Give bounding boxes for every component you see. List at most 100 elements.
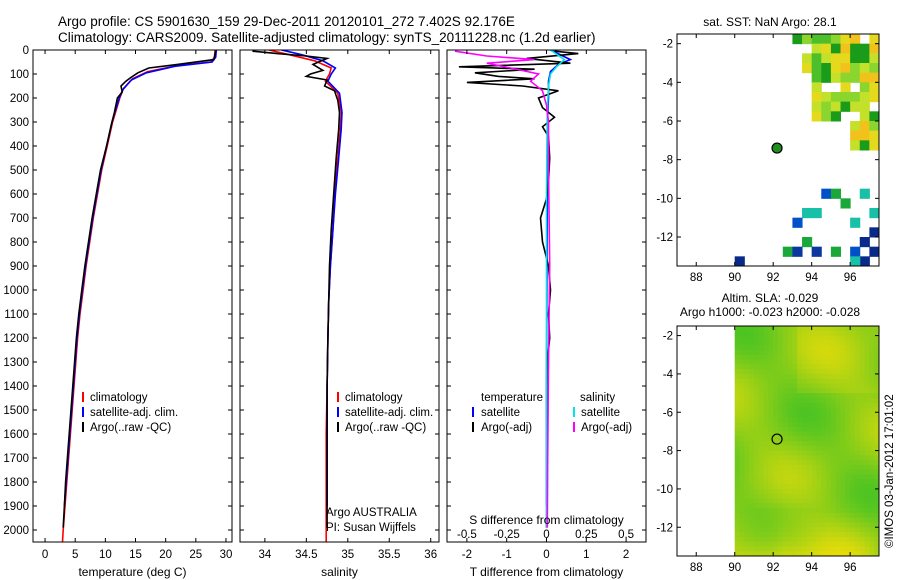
- depth-tick-label: 1500: [3, 405, 29, 417]
- map-lat-tick: -8: [663, 155, 673, 167]
- argo-pi-label: PI: Susan Wijffels: [326, 522, 416, 534]
- sst-map-panel: sat. SST: NaN Argo: 28.1 88 90 92 94 96 -2 -4 -…: [656, 15, 880, 284]
- legend-entry: Argo(..raw -QC): [345, 422, 426, 434]
- sla-map-title-1: Altim. SLA: -0.029: [722, 291, 819, 305]
- temperature-xtick-label: 15: [129, 549, 142, 561]
- difference-panel: -2 -1 0 1 2 T difference from climatology temp…: [446, 49, 647, 579]
- sla_map-field: [734, 326, 879, 556]
- depth-tick-label: 400: [10, 141, 29, 153]
- temperature-xtick-label: 20: [159, 549, 172, 561]
- temperature-xtick-label: 30: [220, 549, 233, 561]
- map-lat-tick: -6: [663, 116, 673, 128]
- temperature-xtick-label: 25: [189, 549, 202, 561]
- map-lon-tick: 88: [690, 562, 703, 574]
- salinity-xtick-label: 34: [258, 549, 271, 561]
- sla-map-panel: Altim. SLA: -0.029 Argo h1000: -0.023 h2…: [656, 291, 880, 574]
- salinity-xtick-label: 35: [341, 549, 354, 561]
- legend-header-salinity: salinity: [580, 392, 615, 404]
- map-lon-tick: 94: [805, 562, 818, 574]
- salinity-diff-tick: -0.5: [457, 529, 477, 541]
- difference-xtick-label: -1: [502, 549, 512, 561]
- legend-entry: satellite-adj. clim.: [90, 407, 178, 419]
- legend-entry: Argo(..raw -QC): [90, 422, 171, 434]
- title-line-1: Argo profile: CS 5901630_159 29-Dec-2011…: [58, 14, 515, 29]
- map-lat-tick: -12: [656, 522, 673, 534]
- map-lon-tick: 96: [844, 562, 857, 574]
- map-lon-tick: 94: [805, 272, 818, 284]
- depth-tick-label: 1300: [3, 357, 29, 369]
- salinity-satellite-line: [281, 50, 343, 506]
- depth-tick-label: 600: [10, 189, 29, 201]
- sst-map-title: sat. SST: NaN Argo: 28.1: [703, 15, 837, 29]
- map-lon-tick: 92: [767, 562, 780, 574]
- depth-tick-label: 1700: [3, 453, 29, 465]
- temperature-panel: 0 5 10 15 20 25 300100200300400500600700800900…: [3, 45, 233, 579]
- depth-tick-label: 1100: [4, 309, 29, 321]
- map-lat-tick: -2: [663, 39, 673, 51]
- difference-xtick-label: -2: [462, 549, 472, 561]
- salinity-axes-box: [239, 49, 440, 543]
- salinity-xtick-label: 35.5: [378, 549, 400, 561]
- salinity-xtick-label: 34.5: [295, 549, 317, 561]
- depth-tick-label: 1900: [3, 501, 29, 513]
- salinity-diff-tick: -0.25: [494, 529, 520, 541]
- salinity-xlabel: salinity: [321, 565, 358, 579]
- map-lon-tick: 88: [690, 272, 703, 284]
- difference-argo-line: [458, 50, 579, 528]
- depth-tick-label: 1600: [3, 429, 29, 441]
- title-line-2: Climatology: CARS2009. Satellite-adjuste…: [58, 30, 596, 45]
- temperature-xtick-label: 0: [42, 549, 48, 561]
- argo-operator-label: Argo AUSTRALIA: [326, 507, 417, 519]
- depth-tick-label: 1200: [3, 333, 29, 345]
- depth-tick-label: 900: [10, 261, 29, 273]
- depth-tick-label: 2000: [3, 525, 29, 537]
- depth-tick-label: 0: [23, 45, 29, 57]
- depth-tick-label: 300: [10, 117, 29, 129]
- map-lon-tick: 92: [767, 272, 780, 284]
- legend-entry: satellite-adj. clim.: [345, 407, 433, 419]
- map-lat-tick: -12: [656, 232, 673, 244]
- map-lat-tick: -10: [656, 484, 673, 496]
- salinity-diff-label: S difference from climatology: [469, 513, 624, 527]
- legend-entry: Argo(-adj): [581, 422, 632, 434]
- difference-xtick-label: 1: [583, 549, 589, 561]
- legend-entry: Argo(-adj): [481, 422, 532, 434]
- temperature-xlabel: temperature (deg C): [78, 565, 186, 579]
- temperature-xtick-label: 10: [99, 549, 112, 561]
- argo-float-marker: [771, 142, 783, 154]
- temperature-satellite-line: [63, 50, 218, 507]
- difference-xtick-label: 0: [543, 549, 549, 561]
- depth-tick-label: 200: [10, 93, 29, 105]
- temperature-climatology-line: [61, 50, 216, 542]
- legend-entry: climatology: [90, 392, 148, 404]
- depth-tick-label: 1800: [3, 477, 29, 489]
- sst_map-field: [734, 34, 879, 266]
- map-lat-tick: -2: [663, 331, 673, 343]
- depth-tick-label: 700: [10, 213, 29, 225]
- salinity-climatology-line: [268, 50, 343, 542]
- map-lon-tick: 96: [844, 272, 857, 284]
- difference-xlabel: T difference from climatology: [470, 565, 624, 579]
- map-lat-tick: -6: [663, 407, 673, 419]
- legend-header-temperature: temperature: [481, 392, 543, 404]
- sst_map-axes-box: [676, 33, 880, 267]
- difference-xtick-label: 2: [623, 549, 629, 561]
- map-lon-tick: 90: [728, 272, 741, 284]
- salinity-diff-tick: 0.5: [618, 529, 634, 541]
- legend-entry: climatology: [345, 392, 403, 404]
- map-lon-tick: 90: [728, 562, 741, 574]
- temperature-axes-box: [32, 49, 233, 543]
- difference-argo_salinity-line: [454, 50, 551, 528]
- map-lat-tick: -8: [663, 446, 673, 458]
- salinity-xtick-label: 36: [424, 549, 437, 561]
- temperature-xtick-label: 5: [72, 549, 78, 561]
- depth-tick-label: 1000: [3, 285, 29, 297]
- salinity-diff-tick: 0: [543, 529, 549, 541]
- legend-entry: satellite: [481, 407, 520, 419]
- salinity-diff-tick: 0.25: [575, 529, 597, 541]
- legend-entry: satellite: [581, 407, 620, 419]
- sla_map-axes-box: [676, 325, 880, 557]
- imos-stamp: ©IMOS 03-Jan-2012 17:01:02: [884, 394, 896, 548]
